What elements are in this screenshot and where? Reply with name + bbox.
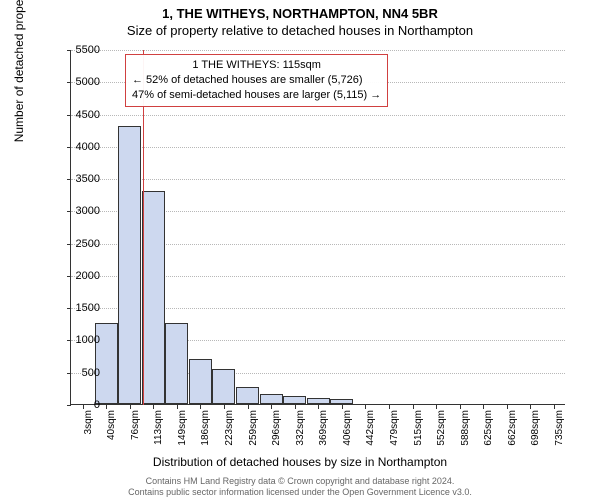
ytick-label: 3000 [60, 205, 100, 217]
xtick-label: 149sqm [177, 410, 188, 460]
xtick-label: 625sqm [483, 410, 494, 460]
xtick-mark [271, 405, 272, 409]
ytick-label: 4500 [60, 109, 100, 121]
xtick-mark [318, 405, 319, 409]
gridline [71, 50, 565, 51]
xtick-mark [130, 405, 131, 409]
xtick-label: 113sqm [153, 410, 164, 460]
xtick-mark [365, 405, 366, 409]
xtick-label: 588sqm [460, 410, 471, 460]
footer-attribution: Contains HM Land Registry data © Crown c… [0, 476, 600, 498]
xtick-mark [342, 405, 343, 409]
xtick-mark [530, 405, 531, 409]
xtick-label: 698sqm [530, 410, 541, 460]
xtick-label: 40sqm [106, 410, 117, 460]
xtick-mark [389, 405, 390, 409]
xtick-mark [460, 405, 461, 409]
ytick-label: 1000 [60, 334, 100, 346]
histogram-bar [330, 399, 353, 404]
xtick-mark [295, 405, 296, 409]
xtick-label: 76sqm [130, 410, 141, 460]
histogram-bar [307, 398, 330, 404]
chart-plot-area: 3sqm40sqm76sqm113sqm149sqm186sqm223sqm25… [70, 50, 565, 405]
xtick-mark [224, 405, 225, 409]
xtick-label: 515sqm [413, 410, 424, 460]
y-axis-label: Number of detached properties [12, 0, 26, 142]
gridline [71, 115, 565, 116]
xtick-label: 186sqm [200, 410, 211, 460]
histogram-bar [189, 359, 212, 404]
info-box: 1 THE WITHEYS: 115sqm ← 52% of detached … [125, 54, 388, 107]
xtick-label: 552sqm [436, 410, 447, 460]
xtick-label: 3sqm [83, 410, 94, 460]
xtick-mark [177, 405, 178, 409]
footer-line-1: Contains HM Land Registry data © Crown c… [0, 476, 600, 487]
xtick-label: 406sqm [342, 410, 353, 460]
histogram-bar [283, 396, 306, 404]
xtick-mark [436, 405, 437, 409]
gridline [71, 179, 565, 180]
ytick-label: 2000 [60, 270, 100, 282]
histogram-bar [260, 394, 283, 404]
ytick-label: 1500 [60, 302, 100, 314]
xtick-mark [153, 405, 154, 409]
x-axis-label: Distribution of detached houses by size … [0, 455, 600, 469]
histogram-bar [118, 126, 141, 404]
xtick-label: 259sqm [248, 410, 259, 460]
xtick-mark [248, 405, 249, 409]
xtick-label: 735sqm [554, 410, 565, 460]
ytick-label: 2500 [60, 238, 100, 250]
xtick-mark [413, 405, 414, 409]
ytick-label: 4000 [60, 141, 100, 153]
xtick-label: 479sqm [389, 410, 400, 460]
xtick-label: 296sqm [271, 410, 282, 460]
histogram-bar [142, 191, 165, 404]
xtick-label: 442sqm [365, 410, 376, 460]
gridline [71, 147, 565, 148]
xtick-mark [554, 405, 555, 409]
ytick-label: 5500 [60, 44, 100, 56]
xtick-label: 662sqm [507, 410, 518, 460]
xtick-mark [200, 405, 201, 409]
ytick-label: 3500 [60, 173, 100, 185]
footer-line-2: Contains public sector information licen… [0, 487, 600, 498]
chart-title-sub: Size of property relative to detached ho… [0, 21, 600, 38]
info-line-2: ← 52% of detached houses are smaller (5,… [132, 73, 381, 88]
ytick-label: 500 [60, 367, 100, 379]
ytick-label: 5000 [60, 76, 100, 88]
xtick-label: 223sqm [224, 410, 235, 460]
xtick-mark [483, 405, 484, 409]
info-line-3: 47% of semi-detached houses are larger (… [132, 88, 381, 103]
histogram-bar [165, 323, 188, 404]
xtick-mark [106, 405, 107, 409]
xtick-label: 332sqm [295, 410, 306, 460]
histogram-bar [212, 369, 235, 404]
ytick-label: 0 [60, 399, 100, 411]
info-line-1: 1 THE WITHEYS: 115sqm [132, 58, 381, 73]
xtick-mark [507, 405, 508, 409]
histogram-bar [236, 387, 259, 404]
chart-title-main: 1, THE WITHEYS, NORTHAMPTON, NN4 5BR [0, 0, 600, 21]
xtick-label: 369sqm [318, 410, 329, 460]
